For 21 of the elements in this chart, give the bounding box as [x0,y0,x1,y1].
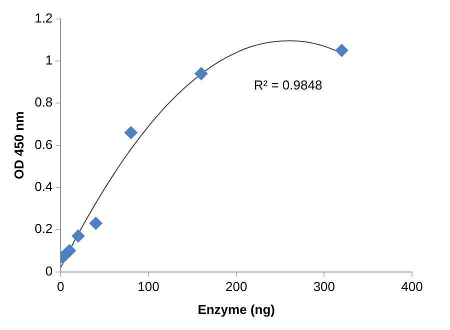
y-tick-label: 0.6 [34,136,53,152]
x-tick-label: 400 [401,279,423,294]
point [72,229,85,242]
x-tick-label: 200 [225,279,248,294]
x-tick-label: 100 [138,279,160,294]
point [89,216,102,230]
y-tick-label: 1 [45,52,53,68]
y-tick-label: 0.2 [34,221,53,236]
y-tick-label: 0.4 [34,179,53,194]
x-tick-label: 300 [313,279,336,294]
y-axis-title: OD 450 nm [11,111,26,180]
y-tick-label: 1.2 [34,10,53,26]
x-tick-label: 0 [57,279,64,294]
point [124,126,138,140]
point [335,44,348,57]
point [62,244,76,258]
x-axis-title: Enzyme (ng) [198,302,275,317]
y-tick-label: 0 [45,263,53,278]
point [194,67,208,80]
annotation: R² = 0.9848 [254,78,322,93]
y-tick-label: 0.8 [34,94,53,110]
